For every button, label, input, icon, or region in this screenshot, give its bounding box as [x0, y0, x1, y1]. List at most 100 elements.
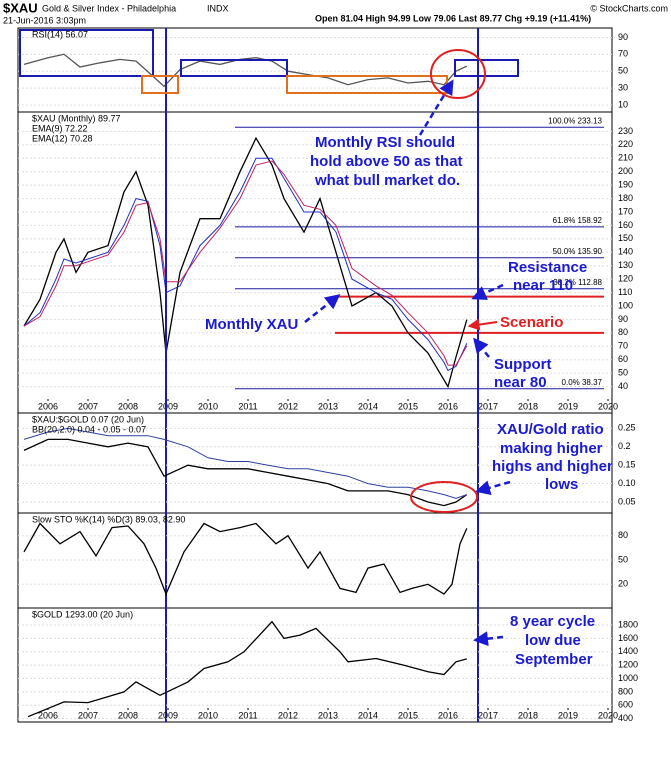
- x-tick-label: 2020: [598, 401, 618, 411]
- y-tick-label: 160: [618, 220, 633, 230]
- highlight: [430, 49, 486, 99]
- reference-label: 100.0% 233.13: [548, 116, 602, 125]
- panels: 10 30 50 70 90 RSI(14) 56.07 40 50 60 70 80 90 100 11…: [17, 27, 638, 723]
- y-tick-label: 180: [618, 193, 633, 203]
- reference-label: 50.0% 135.90: [553, 247, 603, 256]
- y-tick-label: 50: [618, 66, 628, 76]
- x-tick-label: 2010: [198, 401, 218, 411]
- legend-entry: $XAU:$GOLD 0.07 (20 Jun): [32, 414, 144, 424]
- x-tick-label: 2013: [318, 401, 338, 411]
- series-line: [23, 427, 467, 499]
- y-tick-label: 1600: [618, 633, 638, 643]
- series-line: [27, 620, 467, 718]
- y-tick-label: 70: [618, 49, 628, 59]
- reference-label: 61.8% 158.92: [553, 216, 603, 225]
- y-tick-label: 170: [618, 206, 633, 216]
- x-tick-label: 2016: [438, 401, 458, 411]
- highlight: [410, 481, 478, 513]
- x-tick-label: 2010: [198, 710, 218, 720]
- y-tick-label: 150: [618, 233, 633, 243]
- x-tick-label: 2014: [358, 401, 378, 411]
- arrow: [418, 79, 454, 136]
- y-tick-label: 1000: [618, 673, 638, 683]
- y-tick-label: 200: [618, 166, 633, 176]
- annotation: lows: [545, 476, 578, 493]
- legend-entry: Slow STO %K(14) %D(3) 89.03, 82.90: [32, 514, 185, 524]
- legend-entry: RSI(14) 56.07: [32, 29, 88, 39]
- exchange: INDX: [207, 3, 229, 13]
- x-tick-label: 2019: [558, 401, 578, 411]
- x-tick-label: 2008: [118, 401, 138, 411]
- y-tick-label: 40: [618, 381, 628, 391]
- arrow: [304, 294, 341, 323]
- arrows: [304, 79, 511, 647]
- y-tick-label: 190: [618, 180, 633, 190]
- x-tick-label: 2019: [558, 710, 578, 720]
- y-tick-label: 0.10: [618, 478, 636, 488]
- symbol: $XAU: [3, 0, 38, 15]
- x-tick-label: 2009: [158, 401, 178, 411]
- source: © StockCharts.com: [590, 3, 668, 13]
- x-tick-label: 2014: [358, 710, 378, 720]
- reference-label: 0.0% 38.37: [562, 378, 603, 387]
- series-line: [23, 160, 468, 366]
- x-tick-label: 2015: [398, 401, 418, 411]
- x-tick-label: 2013: [318, 710, 338, 720]
- y-tick-label: 0.05: [618, 496, 636, 506]
- y-tick-label: 30: [618, 82, 628, 92]
- annotation: September: [515, 651, 593, 668]
- x-tick-label: 2007: [78, 710, 98, 720]
- x-tick-label: 2009: [158, 710, 178, 720]
- annotation: 8 year cycle: [510, 613, 595, 630]
- reference-label: 38.2% 112.88: [553, 278, 602, 287]
- y-tick-label: 50: [618, 554, 628, 564]
- x-tick-label: 2006: [38, 710, 58, 720]
- y-tick-label: 600: [618, 700, 633, 710]
- legend-entry: $XAU (Monthly) 89.77: [32, 113, 121, 123]
- series-line: [23, 157, 468, 372]
- y-tick-label: 230: [618, 126, 633, 136]
- arrow: [475, 480, 511, 495]
- x-tick-label: 2016: [438, 710, 458, 720]
- annotation: Support: [494, 356, 552, 373]
- series-line: [23, 53, 468, 88]
- x-tick-label: 2012: [278, 401, 298, 411]
- y-tick-label: 1800: [618, 619, 638, 629]
- y-tick-label: 50: [618, 368, 628, 378]
- x-tick-label: 2018: [518, 710, 538, 720]
- annotation: near 110: [513, 277, 573, 294]
- y-tick-label: 90: [618, 314, 628, 324]
- y-tick-label: 70: [618, 341, 628, 351]
- quote: Open 81.04 High 94.99 Low 79.06 Last 89.…: [315, 13, 591, 23]
- y-tick-label: 220: [618, 139, 633, 149]
- x-tick-label: 2018: [518, 401, 538, 411]
- y-tick-label: 1400: [618, 646, 638, 656]
- x-tick-label: 2015: [398, 710, 418, 720]
- y-tick-label: 800: [618, 686, 633, 696]
- legend-entry: $GOLD 1293.00 (20 Jun): [32, 609, 133, 619]
- annotation: Resistance: [508, 259, 587, 276]
- y-tick-label: 10: [618, 99, 628, 109]
- y-tick-label: 140: [618, 247, 633, 257]
- annotation: Monthly RSI should: [315, 134, 455, 151]
- y-tick-label: 80: [618, 530, 628, 540]
- x-tick-label: 2017: [478, 710, 498, 720]
- annotation: Monthly XAU: [205, 316, 298, 333]
- annotation: near 80: [494, 374, 547, 391]
- y-tick-label: 210: [618, 153, 633, 163]
- box: [141, 75, 179, 94]
- legend-entry: EMA(9) 72.22: [32, 123, 88, 133]
- annotation: Scenario: [500, 314, 563, 331]
- box: [180, 59, 288, 77]
- annotation: highs and higher: [492, 458, 613, 475]
- x-tick-label: 2007: [78, 401, 98, 411]
- x-tick-label: 2011: [238, 710, 257, 720]
- legend-entry: EMA(12) 70.28: [32, 133, 93, 143]
- x-tick-label: 2020: [598, 710, 618, 720]
- series-line: [23, 522, 468, 596]
- annotation: hold above 50 as that: [310, 153, 463, 170]
- annotation: making higher: [500, 440, 603, 457]
- date: 21-Jun-2016 3:03pm: [3, 15, 86, 25]
- y-tick-label: 80: [618, 327, 628, 337]
